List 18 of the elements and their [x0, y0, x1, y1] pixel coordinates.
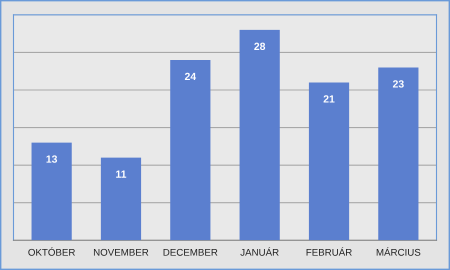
bar	[170, 60, 210, 240]
data-label: 24	[184, 72, 196, 80]
data-label: 23	[392, 80, 404, 88]
data-label: 21	[324, 95, 335, 103]
bar	[240, 30, 280, 240]
data-label: 11	[116, 170, 126, 178]
data-label: 13	[46, 155, 58, 163]
bar	[308, 82, 350, 240]
x-tick-label: MÁRCIUS	[376, 247, 420, 256]
bar	[32, 142, 72, 240]
x-tick-label: JANUÁR	[240, 247, 279, 256]
x-tick-label: NOVEMBER	[94, 248, 148, 256]
bar	[378, 67, 418, 240]
x-tick-label: DECEMBER	[164, 248, 218, 256]
data-label: 28	[254, 42, 266, 50]
x-tick-label: OKTÓBER	[28, 247, 75, 256]
x-tick-label: FEBRUÁR	[306, 247, 352, 256]
bar	[100, 158, 142, 240]
